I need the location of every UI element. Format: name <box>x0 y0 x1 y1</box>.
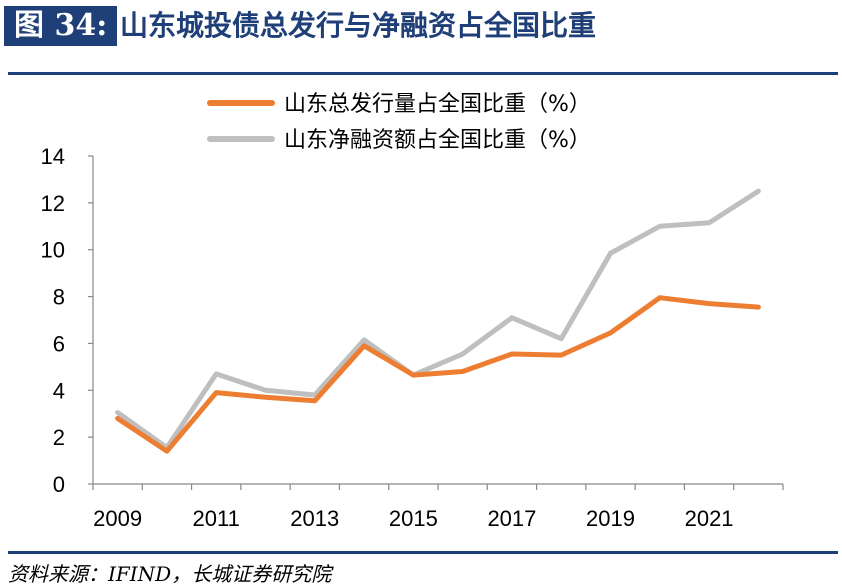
bottom-rule <box>8 551 838 554</box>
figure-number: 图 34: <box>4 6 118 46</box>
figure-header: 图 34: 山东城投债总发行与净融资占全国比重 <box>0 0 842 56</box>
chart-axes: 0 2 4 6 8 10 12 14 2009 2011 2013 2015 2017 2019 2021 <box>41 144 784 531</box>
top-rule <box>8 72 838 75</box>
series-line-2 <box>115 188 761 451</box>
y-tick-label: 8 <box>53 285 65 310</box>
x-tick-label: 2017 <box>487 506 536 531</box>
x-tick-label: 2021 <box>685 506 734 531</box>
x-tick-label: 2009 <box>93 506 142 531</box>
x-tick-label: 2013 <box>290 506 339 531</box>
y-tick-label: 2 <box>53 425 65 450</box>
chart-series <box>115 188 761 454</box>
x-tick-label: 2015 <box>389 506 438 531</box>
x-tick-label: 2019 <box>586 506 635 531</box>
y-tick-label: 6 <box>53 331 65 356</box>
y-tick-label: 12 <box>41 191 65 216</box>
source-note: 资料来源：IFIND，长城证券研究院 <box>8 562 332 586</box>
legend-label-2: 山东净融资额占全国比重（%） <box>284 128 591 153</box>
legend-label-1: 山东总发行量占全国比重（%） <box>284 92 591 117</box>
figure-title: 山东城投债总发行与净融资占全国比重 <box>120 9 597 42</box>
y-tick-label: 0 <box>53 472 65 497</box>
series-line-1 <box>115 295 761 454</box>
y-tick-label: 10 <box>41 238 65 263</box>
chart-legend: 山东总发行量占全国比重（%） 山东净融资额占全国比重（%） <box>207 92 591 153</box>
y-tick-label: 14 <box>41 144 65 169</box>
x-tick-label: 2011 <box>193 506 240 531</box>
y-tick-label: 4 <box>53 378 65 403</box>
